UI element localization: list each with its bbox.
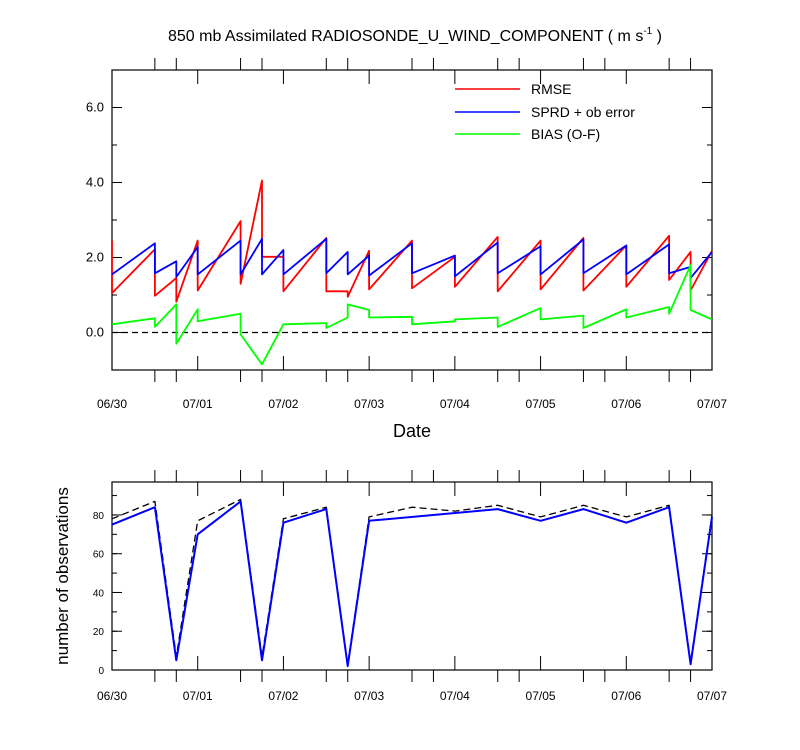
legend-label-rmse: RMSE <box>531 81 571 97</box>
x-tick-label: 07/06 <box>611 689 641 703</box>
y-tick-label: 4.0 <box>86 175 104 190</box>
title-end: ) <box>652 28 662 45</box>
x-tick-label: 07/03 <box>354 689 384 703</box>
y-tick-label: 80 <box>93 511 105 522</box>
series-line-assimilated-observations <box>111 500 713 668</box>
y-tick-label: 40 <box>93 588 105 599</box>
x-tick-label: 07/02 <box>268 397 298 411</box>
series-line-rmse <box>111 179 713 303</box>
top-chart: 06/30 07/01 07/02 07/03 07/04 07/05 07/06 07/07… <box>86 58 727 441</box>
x-tick-label: 07/01 <box>183 397 213 411</box>
legend-label-sprd: SPRD + ob error <box>531 104 635 120</box>
title-superscript: -1 <box>643 26 652 37</box>
y-tick-label: 0.0 <box>86 325 104 340</box>
x-tick-label: 06/30 <box>97 397 127 411</box>
top-ticks <box>111 58 713 382</box>
y-tick-label: 0 <box>98 666 104 677</box>
bottom-plot-frame <box>111 481 713 671</box>
y-tick-label: 20 <box>93 627 105 638</box>
series-line-sprd-ob-error <box>111 237 713 280</box>
top-series <box>111 179 713 366</box>
bottom-series <box>111 498 713 668</box>
series-line-total-observations <box>111 498 713 665</box>
x-tick-label: 07/07 <box>697 397 727 411</box>
chart-title: 850 mb Assimilated RADIOSONDE_U_WIND_COM… <box>168 26 662 45</box>
bottom-y-tick-labels: 0 20 40 60 80 <box>93 511 105 677</box>
x-tick-label: 07/07 <box>697 689 727 703</box>
x-tick-label: 07/01 <box>183 689 213 703</box>
x-tick-label: 07/03 <box>354 397 384 411</box>
x-tick-label: 07/04 <box>440 397 470 411</box>
y-tick-label: 6.0 <box>86 100 104 115</box>
legend: RMSE SPRD + ob error BIAS (O-F) <box>455 81 635 142</box>
bottom-ticks <box>111 470 713 682</box>
y-tick-label: 60 <box>93 550 105 561</box>
bottom-y-axis-label: number of observations <box>53 487 72 665</box>
title-main: 850 mb Assimilated RADIOSONDE_U_WIND_COM… <box>168 28 643 45</box>
bottom-chart: 06/30 07/01 07/02 07/03 07/04 07/05 07/06 07/07… <box>53 470 727 703</box>
x-tick-label: 07/05 <box>526 689 556 703</box>
series-line-bias-o-f <box>111 264 713 366</box>
bottom-x-tick-labels: 06/30 07/01 07/02 07/03 07/04 07/05 07/06 07/07 <box>97 689 727 703</box>
legend-label-bias: BIAS (O-F) <box>531 126 600 142</box>
x-tick-label: 07/02 <box>268 689 298 703</box>
x-tick-label: 07/04 <box>440 689 470 703</box>
top-x-axis-label: Date <box>393 421 431 441</box>
top-x-tick-labels: 06/30 07/01 07/02 07/03 07/04 07/05 07/06 07/07 <box>97 397 727 411</box>
x-tick-label: 07/06 <box>611 397 641 411</box>
top-y-tick-labels: 0.0 2.0 4.0 6.0 <box>86 100 104 340</box>
x-tick-label: 07/05 <box>526 397 556 411</box>
x-tick-label: 06/30 <box>97 689 127 703</box>
y-tick-label: 2.0 <box>86 250 104 265</box>
